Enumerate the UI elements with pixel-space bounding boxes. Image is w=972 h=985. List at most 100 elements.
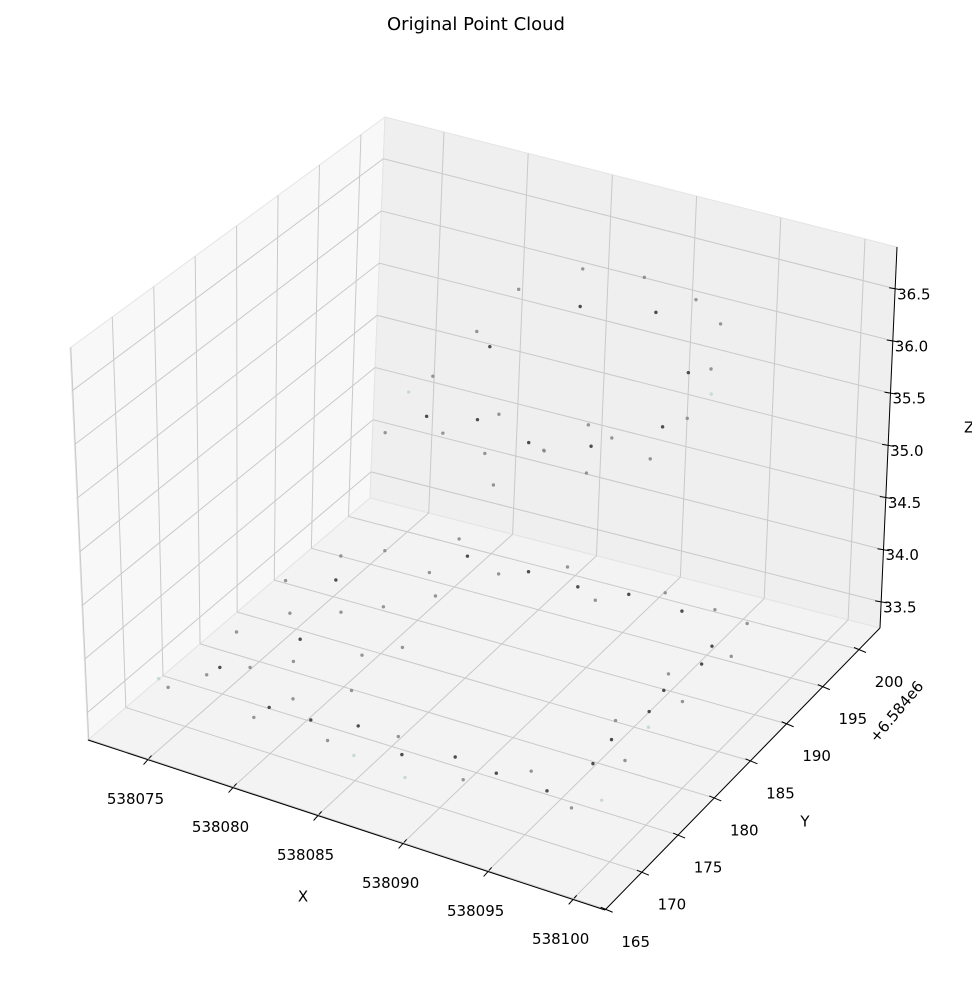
z-tick-label: 33.5 xyxy=(883,598,916,616)
z-tick-label: 35.5 xyxy=(892,390,925,408)
point xyxy=(339,610,343,614)
y-tick-label: 195 xyxy=(839,710,868,728)
grid-line xyxy=(274,579,787,725)
point xyxy=(527,440,531,445)
grid-line xyxy=(572,619,849,900)
point xyxy=(234,630,239,634)
point xyxy=(475,417,480,422)
grid-line xyxy=(273,195,279,581)
point xyxy=(427,570,432,575)
grid-line xyxy=(194,256,201,644)
z-tick-label: 34.5 xyxy=(888,494,921,512)
point xyxy=(400,752,404,757)
point xyxy=(613,718,618,723)
point xyxy=(403,775,407,780)
point xyxy=(599,798,604,802)
point xyxy=(283,578,288,583)
grid-line xyxy=(237,611,751,762)
point xyxy=(497,412,501,416)
point xyxy=(576,585,580,589)
grid-line xyxy=(402,576,681,844)
x-tick-label: 538080 xyxy=(192,818,249,836)
point xyxy=(685,416,689,421)
y-tick xyxy=(709,795,722,802)
grid-line xyxy=(162,675,679,836)
point xyxy=(441,431,445,435)
point xyxy=(291,659,296,664)
point xyxy=(381,605,386,609)
point xyxy=(218,665,222,670)
z-tick-label: 36.5 xyxy=(897,285,930,303)
point xyxy=(483,451,487,456)
point xyxy=(356,724,360,728)
grid-line xyxy=(679,196,698,578)
point xyxy=(718,322,723,326)
point xyxy=(686,370,691,375)
grid-line xyxy=(153,286,164,676)
point xyxy=(453,755,457,759)
y-tick-label: 165 xyxy=(621,933,650,951)
grid-line xyxy=(595,174,613,556)
grid-line xyxy=(428,131,445,513)
point xyxy=(291,697,295,701)
x-tick-label: 538090 xyxy=(362,874,419,892)
point xyxy=(623,758,627,763)
point xyxy=(710,644,714,648)
x-tick-label: 538085 xyxy=(277,846,334,864)
y-axis-label: Y xyxy=(799,813,810,831)
y-tick xyxy=(672,832,686,839)
grid-line xyxy=(125,707,643,873)
y-tick-label: 170 xyxy=(658,896,687,914)
point xyxy=(494,771,499,775)
point xyxy=(680,699,685,704)
y-tick xyxy=(817,684,831,691)
point xyxy=(288,611,292,615)
point xyxy=(461,778,465,782)
x-tick-label: 538095 xyxy=(447,902,504,920)
point xyxy=(642,275,647,280)
point xyxy=(647,709,651,714)
grid-line xyxy=(383,158,896,290)
point xyxy=(694,297,698,302)
z-tick-label: 36.0 xyxy=(895,337,928,355)
point xyxy=(400,645,405,650)
y-tick-label: 185 xyxy=(766,784,795,802)
point xyxy=(204,673,209,677)
grid-line xyxy=(83,419,374,660)
y-tick xyxy=(781,721,794,728)
chart-title: Original Point Cloud xyxy=(387,14,565,35)
grid-line xyxy=(512,153,529,535)
grid-line xyxy=(88,738,606,910)
point xyxy=(593,598,597,602)
grid-line xyxy=(232,533,513,788)
point xyxy=(248,665,252,670)
point xyxy=(475,329,479,334)
grid-line xyxy=(81,367,376,607)
grid-line xyxy=(347,134,362,517)
point xyxy=(352,753,356,758)
point xyxy=(660,425,665,429)
point xyxy=(589,444,593,448)
point xyxy=(433,594,438,598)
point xyxy=(542,448,546,452)
point xyxy=(529,769,533,773)
x-tick-label: 538075 xyxy=(107,790,164,808)
grid-line xyxy=(111,316,127,708)
grid-line xyxy=(311,547,823,688)
point xyxy=(325,738,330,743)
point xyxy=(565,565,570,569)
point xyxy=(465,554,470,558)
grid-line xyxy=(847,238,866,620)
grid-line xyxy=(76,262,380,499)
point xyxy=(360,653,364,657)
point xyxy=(424,414,429,419)
x-axis-label: X xyxy=(298,888,308,906)
grid-line xyxy=(236,225,238,612)
point xyxy=(396,734,401,739)
panes xyxy=(69,115,898,911)
grid-line xyxy=(71,158,384,392)
y-tick xyxy=(636,869,650,876)
point xyxy=(569,806,574,810)
point xyxy=(609,737,614,742)
point xyxy=(584,471,589,475)
